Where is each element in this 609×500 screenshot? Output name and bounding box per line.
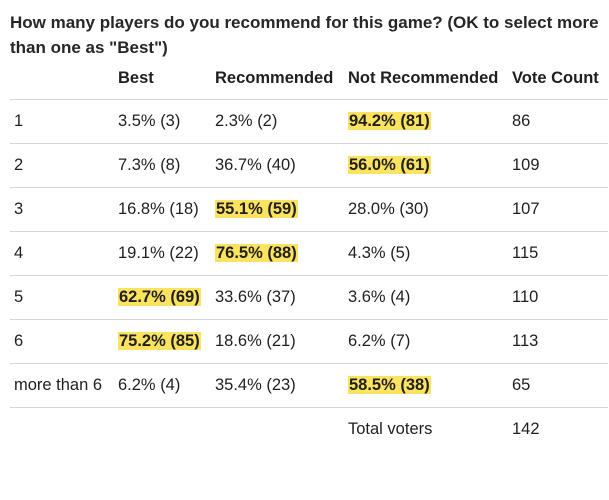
header-vote-count: Vote Count <box>508 66 608 100</box>
cell-recommended: 36.7% (40) <box>211 143 344 188</box>
header-best: Best <box>114 66 211 100</box>
cell-not-recommended: 3.6% (4) <box>344 275 508 320</box>
poll-results-table: Best Recommended Not Recommended Vote Co… <box>10 66 608 451</box>
cell-best: 7.3% (8) <box>114 143 211 188</box>
table-row: more than 6 6.2% (4) 35.4% (23) 58.5% (38) 6… <box>10 363 608 408</box>
total-voters-value: 142 <box>512 420 540 438</box>
cell-players: 3 <box>10 187 114 232</box>
cell-votes: 65 <box>508 363 608 408</box>
table-row: 2 7.3% (8) 36.7% (40) 56.0% (61) 109 <box>10 143 608 188</box>
highlighted-value: 94.2% (81) <box>348 112 431 130</box>
cell-votes: 110 <box>508 275 608 320</box>
cell-players: more than 6 <box>10 363 114 408</box>
cell-best: 6.2% (4) <box>114 363 211 408</box>
cell-best: 62.7% (69) <box>114 275 211 320</box>
header-recommended: Recommended <box>211 66 344 100</box>
table-row: 5 62.7% (69) 33.6% (37) 3.6% (4) 110 <box>10 275 608 320</box>
empty-cell <box>10 408 114 452</box>
highlighted-value: 56.0% (61) <box>348 156 431 174</box>
cell-recommended: 2.3% (2) <box>211 99 344 144</box>
cell-not-recommended: 6.2% (7) <box>344 319 508 364</box>
highlighted-value: 55.1% (59) <box>215 200 298 218</box>
cell-recommended: 55.1% (59) <box>211 187 344 232</box>
highlighted-value: 58.5% (38) <box>348 376 431 394</box>
cell-best: 16.8% (18) <box>114 187 211 232</box>
cell-recommended: 76.5% (88) <box>211 231 344 276</box>
header-not-recommended: Not Recommended <box>344 66 508 100</box>
cell-players: 6 <box>10 319 114 364</box>
cell-players: 4 <box>10 231 114 276</box>
table-row: 6 75.2% (85) 18.6% (21) 6.2% (7) 113 <box>10 319 608 364</box>
cell-players: 2 <box>10 143 114 188</box>
highlighted-value: 75.2% (85) <box>118 332 201 350</box>
cell-best: 75.2% (85) <box>114 319 211 364</box>
player-count-poll: How many players do you recommend for th… <box>10 10 609 451</box>
cell-not-recommended: 56.0% (61) <box>344 143 508 188</box>
empty-cell <box>211 408 344 452</box>
total-voters-row: Total voters 142 <box>10 408 608 452</box>
cell-players: 5 <box>10 275 114 320</box>
cell-votes: 109 <box>508 143 608 188</box>
header-row: Best Recommended Not Recommended Vote Co… <box>10 66 608 100</box>
cell-votes: 86 <box>508 99 608 144</box>
empty-cell <box>114 408 211 452</box>
cell-recommended: 18.6% (21) <box>211 319 344 364</box>
cell-not-recommended: 94.2% (81) <box>344 99 508 144</box>
cell-not-recommended: 58.5% (38) <box>344 363 508 408</box>
table-row: 4 19.1% (22) 76.5% (88) 4.3% (5) 115 <box>10 231 608 276</box>
cell-best: 3.5% (3) <box>114 99 211 144</box>
cell-best: 19.1% (22) <box>114 231 211 276</box>
highlighted-value: 76.5% (88) <box>215 244 298 262</box>
cell-votes: 113 <box>508 319 608 364</box>
table-row: 3 16.8% (18) 55.1% (59) 28.0% (30) 107 <box>10 187 608 232</box>
poll-rows: 1 3.5% (3) 2.3% (2) 94.2% (81) 86 2 7.3% (8) 36… <box>10 99 608 452</box>
cell-recommended: 33.6% (37) <box>211 275 344 320</box>
cell-players: 1 <box>10 99 114 144</box>
cell-votes: 115 <box>508 231 608 276</box>
cell-not-recommended: 4.3% (5) <box>344 231 508 276</box>
cell-recommended: 35.4% (23) <box>211 363 344 408</box>
cell-not-recommended: 28.0% (30) <box>344 187 508 232</box>
table-row: 1 3.5% (3) 2.3% (2) 94.2% (81) 86 <box>10 99 608 144</box>
header-players <box>10 66 114 100</box>
cell-votes: 107 <box>508 187 608 232</box>
highlighted-value: 62.7% (69) <box>118 288 201 306</box>
poll-question: How many players do you recommend for th… <box>10 13 599 57</box>
total-voters-label: Total voters <box>348 420 433 438</box>
